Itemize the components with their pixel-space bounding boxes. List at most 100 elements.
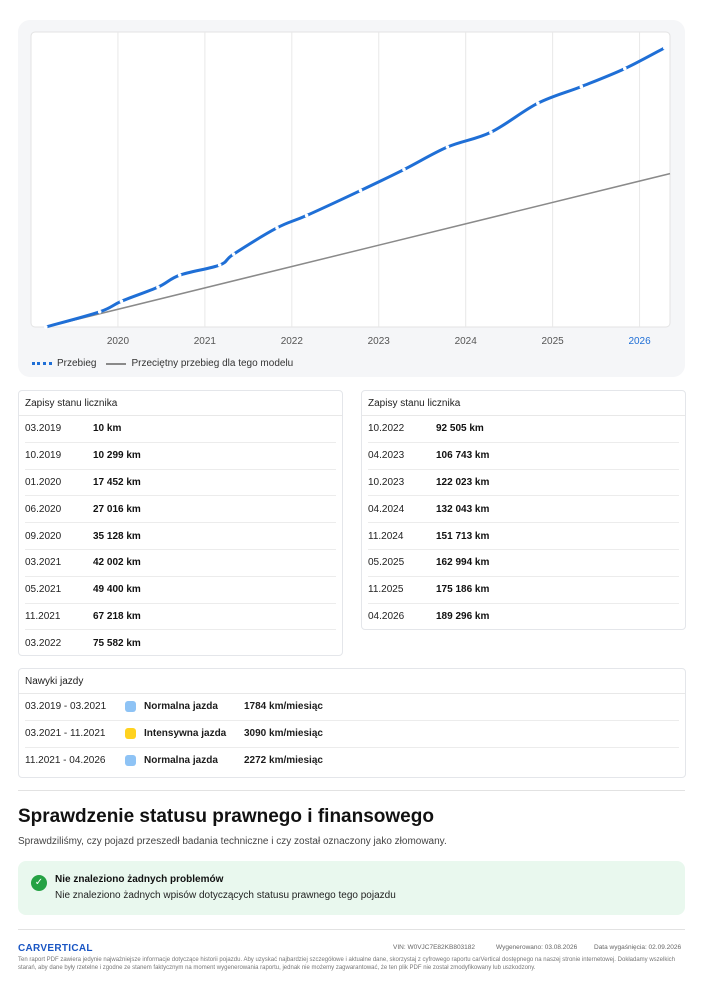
table-row: 09.2020 35 128 km bbox=[25, 523, 336, 550]
status-title: Nie znaleziono żadnych problemów bbox=[55, 874, 224, 885]
habit-row: 11.2021 - 04.2026 Normalna jazda 2272 km/m… bbox=[25, 748, 679, 774]
mileage-chart-card: 2020 2021 2022 2023 2024 2025 2026 Przebieg Pr… bbox=[18, 20, 685, 377]
table-row: 03.2021 42 002 km bbox=[25, 550, 336, 577]
legal-section-title: Sprawdzenie statusu prawnego i finansowe… bbox=[18, 806, 434, 827]
habit-rate: 3090 km/miesiąc bbox=[244, 728, 323, 740]
row-mileage: 151 713 km bbox=[436, 530, 490, 542]
mileage-point bbox=[119, 299, 124, 304]
mileage-point bbox=[217, 263, 222, 267]
row-mileage: 106 743 km bbox=[436, 450, 490, 462]
row-mileage: 67 218 km bbox=[93, 610, 141, 622]
habit-style: Normalna jazda bbox=[144, 701, 218, 713]
row-mileage: 35 128 km bbox=[93, 530, 141, 542]
row-date: 03.2019 bbox=[25, 423, 62, 435]
table-row: 04.2024 132 043 km bbox=[368, 496, 679, 524]
habit-rate: 2272 km/miesiąc bbox=[244, 754, 323, 766]
driving-habits-table: Nawyki jazdy 03.2019 - 03.2021 Normalna j… bbox=[18, 668, 686, 778]
row-date: 11.2024 bbox=[368, 530, 404, 542]
carvertical-logo: CARVERTICAL bbox=[18, 943, 93, 954]
table-row: 11.2021 67 218 km bbox=[25, 604, 336, 631]
row-mileage: 132 043 km bbox=[436, 503, 490, 515]
table-row: 05.2025 162 994 km bbox=[368, 550, 679, 577]
habit-style: Intensywna jazda bbox=[144, 728, 227, 740]
table-row: 03.2019 10 km bbox=[25, 416, 336, 443]
mileage-chart: 2020 2021 2022 2023 2024 2025 2026 bbox=[30, 31, 671, 347]
legend-swatch-average bbox=[106, 362, 127, 365]
table-row: 05.2021 49 400 km bbox=[25, 577, 336, 604]
legal-section-description: Sprawdziliśmy, czy pojazd przeszedł bada… bbox=[18, 836, 447, 847]
status-text: Nie znaleziono żadnych wpisów dotyczącyc… bbox=[55, 890, 396, 901]
mileage-point bbox=[536, 101, 540, 106]
table-row: 10.2022 92 505 km bbox=[368, 416, 679, 443]
footer-divider bbox=[18, 929, 685, 930]
row-date: 10.2023 bbox=[368, 476, 405, 488]
habit-color-indicator bbox=[125, 754, 136, 766]
footer-generated: Wygenerowano: 03.08.2026 bbox=[496, 944, 578, 951]
mileage-point bbox=[43, 325, 48, 329]
odometer-table-left: Zapisy stanu licznika 03.2019 10 km 10.201… bbox=[18, 390, 343, 656]
row-date: 11.2025 bbox=[368, 584, 404, 596]
row-mileage: 175 186 km bbox=[436, 584, 490, 596]
row-date: 01.2020 bbox=[25, 476, 62, 488]
row-date: 03.2021 bbox=[25, 557, 62, 569]
odometer-table-header: Zapisy stanu licznika bbox=[362, 391, 685, 416]
mileage-point bbox=[489, 130, 493, 135]
mileage-point bbox=[156, 285, 160, 289]
habit-period: 03.2021 - 11.2021 bbox=[25, 728, 106, 740]
mileage-point bbox=[97, 310, 102, 314]
habit-rate: 1784 km/miesiąc bbox=[244, 701, 323, 713]
habit-period: 03.2019 - 03.2021 bbox=[25, 701, 107, 713]
x-tick-label: 2021 bbox=[194, 336, 217, 347]
legend-swatch-mileage bbox=[32, 362, 52, 365]
row-date: 05.2025 bbox=[368, 557, 405, 569]
table-row: 11.2024 151 713 km bbox=[368, 523, 679, 550]
table-row: 10.2019 10 299 km bbox=[25, 443, 336, 470]
mileage-point bbox=[231, 252, 236, 256]
row-mileage: 10 km bbox=[93, 423, 122, 435]
table-row: 10.2023 122 023 km bbox=[368, 470, 679, 497]
habit-color-indicator bbox=[125, 728, 136, 740]
row-mileage: 122 023 km bbox=[436, 476, 490, 488]
footer-vin: VIN: W0VJC7E82KB803182 bbox=[393, 944, 476, 951]
table-row: 03.2022 75 582 km bbox=[25, 630, 336, 656]
row-mileage: 162 994 km bbox=[436, 557, 490, 569]
odometer-table-header: Zapisy stanu licznika bbox=[19, 391, 342, 416]
habit-row: 03.2021 - 11.2021 Intensywna jazda 3090 km… bbox=[25, 721, 679, 748]
row-mileage: 92 505 km bbox=[436, 423, 484, 435]
average-mileage-line bbox=[45, 172, 671, 328]
section-divider bbox=[18, 790, 685, 791]
row-date: 04.2023 bbox=[368, 450, 405, 462]
mileage-point bbox=[275, 226, 279, 230]
row-mileage: 42 002 km bbox=[93, 557, 141, 569]
row-mileage: 75 582 km bbox=[93, 637, 141, 649]
table-row: 11.2025 175 186 km bbox=[368, 577, 679, 604]
habit-style: Normalna jazda bbox=[144, 754, 218, 766]
mileage-point bbox=[358, 188, 363, 193]
table-row: 04.2023 106 743 km bbox=[368, 443, 679, 470]
x-tick-label: 2026 bbox=[628, 336, 651, 347]
row-mileage: 17 452 km bbox=[93, 476, 141, 488]
plot-area bbox=[30, 31, 671, 328]
driving-habits-header: Nawyki jazdy bbox=[19, 669, 685, 694]
legend-label-mileage: Przebieg bbox=[57, 358, 97, 369]
row-date: 09.2020 bbox=[25, 530, 62, 542]
mileage-point bbox=[622, 66, 627, 71]
mileage-point bbox=[445, 145, 450, 149]
row-date: 10.2019 bbox=[25, 450, 62, 462]
row-mileage: 49 400 km bbox=[93, 584, 141, 596]
row-date: 11.2021 bbox=[25, 610, 61, 622]
check-circle-icon: ✓ bbox=[31, 875, 47, 891]
row-date: 10.2022 bbox=[368, 423, 405, 435]
row-date: 06.2020 bbox=[25, 503, 62, 515]
legend-label-average: Przeciętny przebieg dla tego modelu bbox=[131, 358, 294, 369]
chart-legend: Przebieg Przeciętny przebieg dla tego mo… bbox=[32, 358, 293, 369]
x-tick-label: 2022 bbox=[281, 336, 304, 347]
row-mileage: 189 296 km bbox=[436, 610, 490, 622]
x-tick-label: 2024 bbox=[455, 336, 478, 347]
x-tick-label: 2020 bbox=[107, 336, 130, 347]
row-date: 04.2026 bbox=[368, 610, 405, 622]
mileage-point bbox=[579, 84, 584, 89]
x-tick-label: 2025 bbox=[542, 336, 565, 347]
row-date: 03.2022 bbox=[25, 637, 62, 649]
table-row: 06.2020 27 016 km bbox=[25, 496, 336, 524]
